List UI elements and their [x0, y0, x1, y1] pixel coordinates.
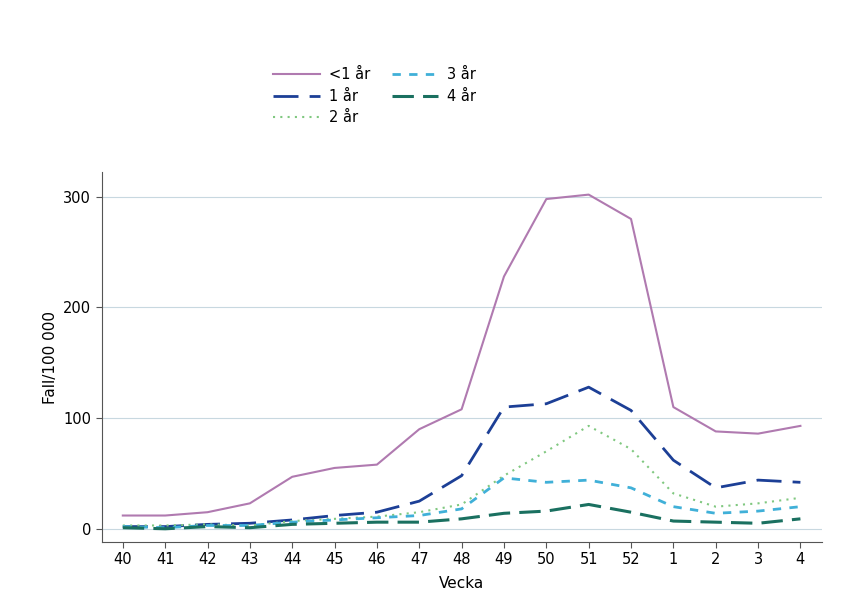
X-axis label: Vecka: Vecka	[439, 576, 484, 591]
Legend: <1 år, 1 år, 2 år, 3 år, 4 år: <1 år, 1 år, 2 år, 3 år, 4 år	[268, 62, 482, 131]
Y-axis label: Fall/100 000: Fall/100 000	[42, 311, 58, 403]
